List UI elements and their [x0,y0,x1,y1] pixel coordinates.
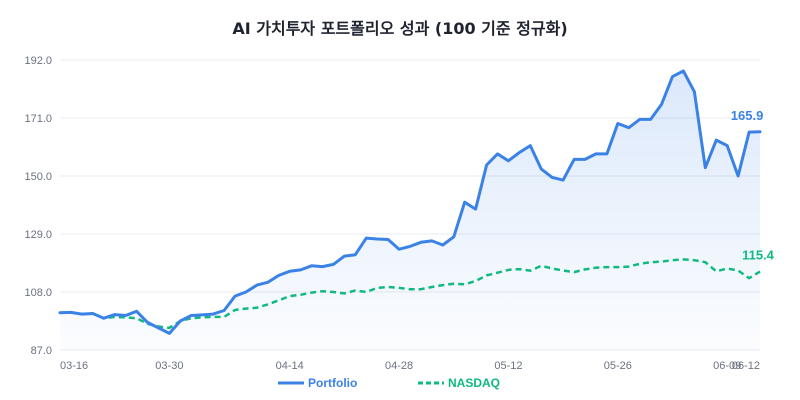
x-tick-label: 06-12 [732,360,760,372]
x-tick-label: 05-26 [604,360,632,372]
nasdaq-end-label: 115.4 [742,248,775,263]
nasdaq-legend-label: NASDAQ [448,376,500,390]
x-tick-label: 03-30 [155,360,183,372]
x-tick-label: 04-28 [385,360,413,372]
y-tick-label: 108.0 [24,287,52,299]
end-labels: 165.9 115.4 [731,108,775,262]
y-tick-label: 87.0 [31,345,52,357]
y-tick-label: 171.0 [24,113,52,125]
portfolio-line [58,69,762,335]
x-tick-label: 06-09 [713,360,741,372]
portfolio-legend-label: Portfolio [308,376,357,390]
x-tick-label: 04-14 [276,360,304,372]
portfolio-end-label: 165.9 [731,108,764,123]
x-tick-label: 03-16 [60,360,88,372]
y-axis: 87.0 108.0 129.0 150.0 171.0 192.0 [24,55,52,357]
chart-title: AI 가치투자 포트폴리오 성과 (100 기준 정규화) [232,19,567,38]
y-tick-label: 129.0 [24,229,52,241]
legend: Portfolio NASDAQ [278,376,500,390]
y-tick-label: 150.0 [24,171,52,183]
x-tick-label: 05-12 [494,360,522,372]
y-tick-label: 192.0 [24,55,52,67]
portfolio-area-fill [60,71,760,350]
series-area [58,69,762,350]
